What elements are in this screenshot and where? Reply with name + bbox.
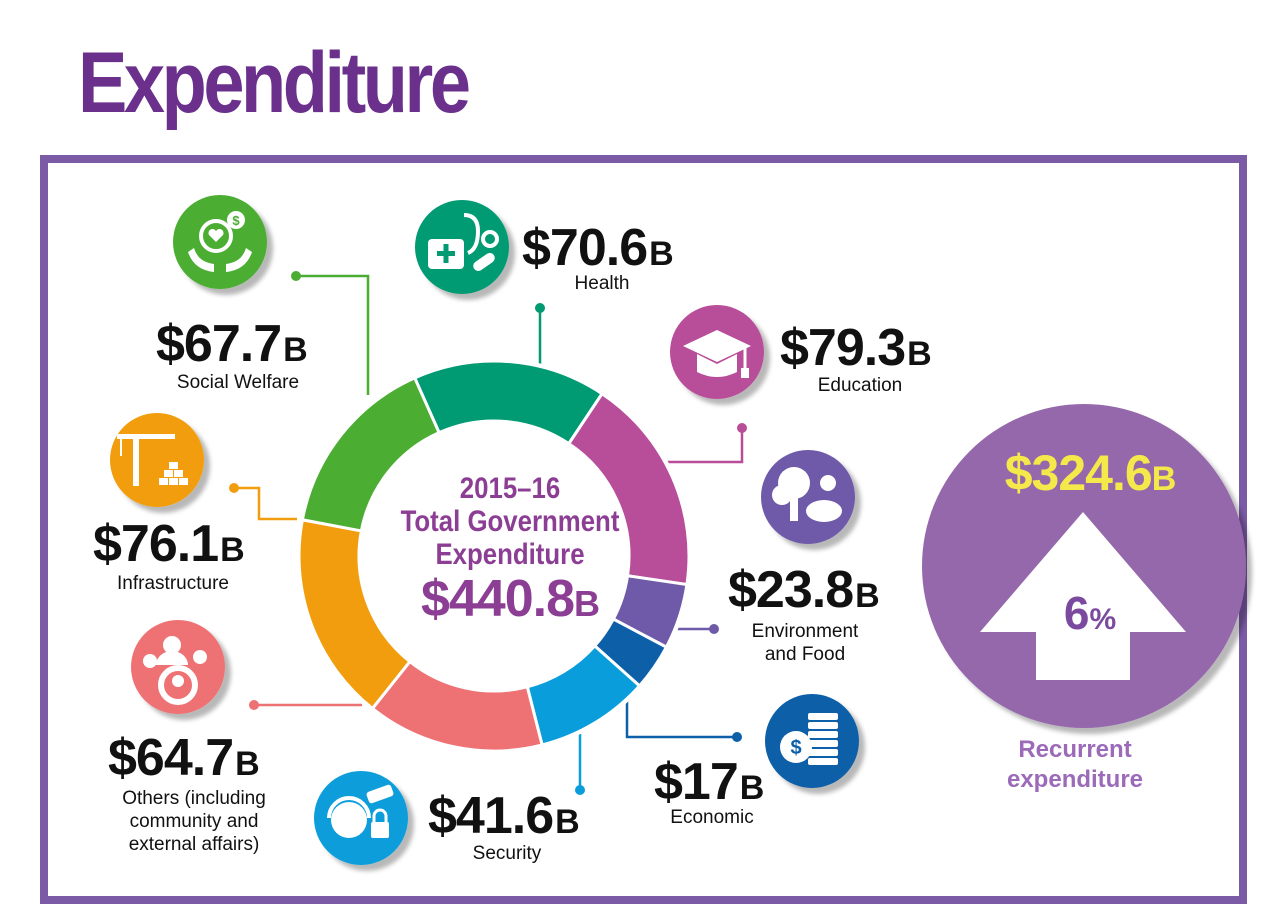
- connector-economic: [625, 700, 737, 739]
- donut-ring: [296, 358, 692, 754]
- page-title: Expenditure: [78, 35, 471, 131]
- recurrent-graphic: [922, 404, 1246, 728]
- connector-dot-others: [249, 700, 259, 710]
- community-people-icon: [131, 620, 225, 714]
- connector-social-welfare: [296, 274, 370, 395]
- connector-dot-security: [575, 785, 585, 795]
- graduation-cap-icon: [670, 305, 764, 399]
- center-year: 2015–16: [459, 472, 561, 505]
- recurrent-label: Recurrent expenditure: [1006, 736, 1144, 793]
- svg-text:$: $: [790, 737, 801, 759]
- health-kit-stethoscope-icon: [415, 200, 509, 294]
- environment-label: Environment and Food: [751, 621, 859, 665]
- center-title-line: Total Government: [400, 505, 620, 538]
- center-title-line: Expenditure: [435, 538, 585, 571]
- infrastructure-label: Infrastructure: [117, 573, 229, 594]
- svg-text:$: $: [232, 213, 240, 228]
- social-welfare-amount: $67.7B: [156, 315, 308, 373]
- environment-amount: $23.8B: [728, 561, 880, 619]
- connector-dot-infrastructure: [229, 483, 239, 493]
- heart-hands-icon: $: [173, 195, 267, 289]
- others-amount: $64.7B: [108, 729, 260, 787]
- others-label: Others (including community and external…: [122, 788, 266, 855]
- connector-dot-environment: [709, 624, 719, 634]
- coins-icon: $: [765, 694, 859, 788]
- tree-pig-icon: [761, 450, 855, 544]
- connector-dot-social-welfare: [291, 271, 301, 281]
- recurrent-growth: 6%: [1063, 587, 1117, 639]
- crane-bricks-icon: [110, 413, 204, 507]
- donut-center-label: 2015–16 Total Government Expenditure $44…: [360, 472, 660, 628]
- economic-amount: $17B: [654, 753, 764, 811]
- connector-dot-health: [535, 303, 545, 313]
- health-amount: $70.6B: [522, 219, 674, 277]
- center-total: $440.8B: [420, 570, 600, 628]
- security-guard-camera-icon: [314, 771, 408, 865]
- connector-dot-economic: [732, 732, 742, 742]
- security-amount: $41.6B: [428, 787, 580, 845]
- recurrent-amount: $324.6B: [1004, 445, 1176, 501]
- category-icons: $$: [110, 195, 859, 865]
- growth-arrow-icon: [980, 512, 1186, 680]
- connector-infrastructure: [234, 486, 297, 521]
- education-label: Education: [817, 375, 903, 396]
- infrastructure-amount: $76.1B: [93, 515, 245, 573]
- connector-dot-education: [737, 423, 747, 433]
- security-label: Security: [472, 843, 542, 864]
- donut-slice-health: [412, 359, 605, 446]
- donut-outline: [296, 358, 692, 754]
- economic-label: Economic: [670, 807, 754, 828]
- infographic-frame: [40, 155, 1247, 904]
- social-welfare-label: Social Welfare: [176, 372, 300, 393]
- donut-slice-social-welfare: [300, 375, 442, 533]
- education-amount: $79.3B: [780, 319, 932, 377]
- health-label: Health: [574, 273, 630, 294]
- connector-education: [666, 428, 744, 464]
- connector-lines: [229, 271, 747, 795]
